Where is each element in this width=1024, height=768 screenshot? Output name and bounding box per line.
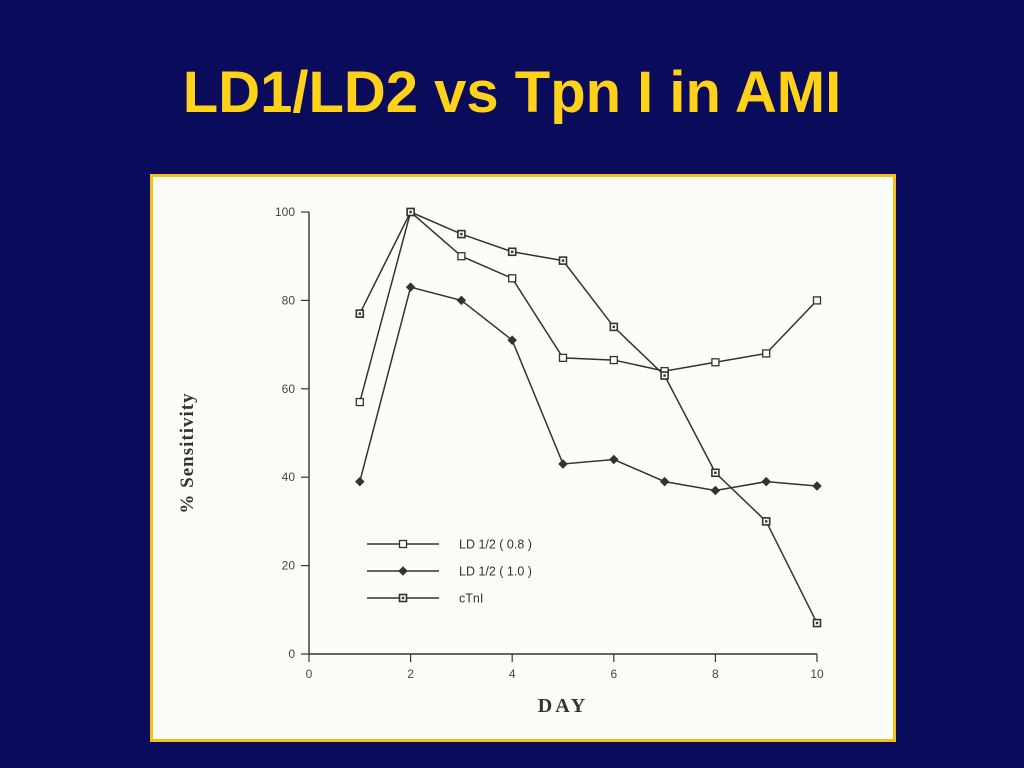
data-point [711, 358, 720, 367]
data-point-dot [663, 374, 666, 377]
legend-label: cTnI [459, 592, 483, 606]
legend-marker [398, 566, 408, 576]
legend-label: LD 1/2 ( 1.0 ) [459, 565, 532, 579]
x-axis-title: DAY [538, 695, 589, 717]
data-point-dot [714, 471, 717, 474]
series-3 [355, 207, 822, 628]
x-tick-label: 2 [407, 667, 414, 681]
legend-marker-dot [401, 596, 405, 600]
series-2 [355, 282, 822, 496]
data-point [405, 282, 416, 292]
data-point-dot [561, 259, 565, 262]
data-point-dot [815, 621, 819, 625]
data-point-dot [612, 325, 615, 329]
y-axis-title: % Sensitivity [177, 392, 198, 513]
data-point [508, 274, 517, 283]
slide-title: LD1/LD2 vs Tpn I in AMI [182, 60, 842, 125]
data-point [812, 481, 822, 491]
series-1 [355, 207, 822, 407]
data-point [609, 454, 619, 465]
data-point [558, 353, 568, 363]
data-point [812, 296, 822, 305]
legend: LD 1/2 ( 0.8 ) LD 1/2 ( 1.0 ) cTnI [367, 538, 532, 606]
x-tick-label: 6 [610, 667, 617, 681]
y-tick-label: 0 [288, 647, 295, 661]
series-layer [355, 207, 822, 628]
series-line [359, 211, 818, 624]
legend-marker [398, 539, 408, 549]
axes: 0 20 40 60 80 100 0 2 4 6 8 10 [275, 205, 824, 681]
x-tick-label: 4 [509, 667, 516, 681]
data-point [710, 485, 721, 496]
legend-item: LD 1/2 ( 0.8 ) [367, 538, 532, 552]
x-tick-label: 8 [712, 667, 719, 681]
data-point [659, 476, 670, 487]
legend-item: LD 1/2 ( 1.0 ) [367, 565, 532, 579]
data-point [355, 397, 364, 407]
data-point [457, 252, 466, 261]
x-tick-label: 0 [306, 667, 313, 681]
data-point [609, 355, 618, 365]
y-tick-label: 80 [282, 293, 296, 307]
x-tick-label: 10 [810, 667, 824, 681]
data-point-dot [765, 520, 768, 523]
legend-item: cTnI [367, 592, 483, 606]
data-point [456, 295, 467, 306]
data-point-dot [511, 250, 514, 253]
data-point-dot [460, 232, 463, 236]
legend-label: LD 1/2 ( 0.8 ) [459, 538, 532, 552]
data-point [761, 476, 771, 487]
data-point [762, 349, 771, 358]
data-point [355, 476, 365, 487]
data-point [507, 335, 517, 345]
chart-frame: 0 20 40 60 80 100 0 2 4 6 8 10 LD 1/2 ( 0.8 ) LD 1/2… [150, 174, 896, 742]
y-tick-label: 20 [282, 559, 296, 573]
y-tick-label: 60 [282, 382, 296, 396]
data-point-dot [358, 312, 361, 315]
y-tick-label: 40 [282, 470, 296, 484]
series-line [359, 210, 818, 403]
y-tick-label: 100 [275, 205, 295, 219]
series-line [359, 286, 818, 492]
data-point [558, 459, 568, 469]
data-point-dot [409, 210, 412, 214]
